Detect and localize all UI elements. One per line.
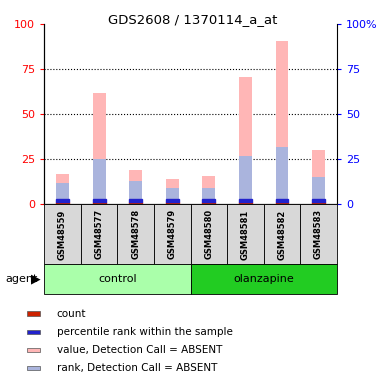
Bar (154, 204, 191, 264)
Bar (56, 183, 69, 204)
Bar (27, 311, 40, 316)
Bar (312, 202, 325, 204)
Bar (27, 330, 40, 334)
Bar (56, 174, 69, 204)
Text: GSM48582: GSM48582 (278, 209, 286, 260)
Bar (264, 204, 300, 264)
Bar (27, 366, 40, 370)
Bar (276, 202, 288, 204)
Bar (312, 199, 325, 202)
Bar (129, 181, 142, 204)
Text: GSM48583: GSM48583 (314, 209, 323, 260)
Text: control: control (98, 274, 137, 284)
Bar (44, 264, 191, 294)
Text: GSM48580: GSM48580 (204, 209, 213, 260)
Text: GSM48577: GSM48577 (95, 209, 104, 260)
Bar (239, 76, 252, 204)
Bar (129, 170, 142, 204)
Bar (129, 202, 142, 204)
Bar (276, 147, 288, 204)
Bar (203, 176, 215, 204)
Bar (166, 199, 179, 202)
Text: rank, Detection Call = ABSENT: rank, Detection Call = ABSENT (57, 363, 217, 373)
Text: ▶: ▶ (31, 273, 41, 286)
Bar (117, 204, 154, 264)
Bar (166, 202, 179, 204)
Text: agent: agent (6, 274, 38, 284)
Bar (276, 199, 288, 202)
Bar (239, 199, 252, 202)
Bar (227, 204, 264, 264)
Text: percentile rank within the sample: percentile rank within the sample (57, 327, 233, 337)
Bar (203, 188, 215, 204)
Bar (312, 177, 325, 204)
Bar (239, 202, 252, 204)
Text: count: count (57, 309, 86, 319)
Bar (81, 204, 117, 264)
Bar (300, 204, 337, 264)
Text: value, Detection Call = ABSENT: value, Detection Call = ABSENT (57, 345, 222, 355)
Bar (56, 202, 69, 204)
Bar (93, 199, 105, 202)
Bar (191, 264, 337, 294)
Bar (93, 159, 105, 204)
Text: GSM48579: GSM48579 (168, 209, 177, 260)
Text: GDS2608 / 1370114_a_at: GDS2608 / 1370114_a_at (108, 13, 277, 26)
Bar (276, 40, 288, 204)
Bar (166, 179, 179, 204)
Bar (56, 199, 69, 202)
Bar (27, 348, 40, 352)
Text: GSM48578: GSM48578 (131, 209, 140, 260)
Bar (203, 199, 215, 202)
Bar (44, 204, 81, 264)
Text: GSM48581: GSM48581 (241, 209, 250, 260)
Bar (166, 188, 179, 204)
Bar (93, 202, 105, 204)
Bar (239, 156, 252, 204)
Text: olanzapine: olanzapine (233, 274, 294, 284)
Bar (93, 93, 105, 204)
Bar (203, 202, 215, 204)
Text: GSM48559: GSM48559 (58, 209, 67, 260)
Bar (191, 204, 227, 264)
Bar (129, 199, 142, 202)
Bar (312, 150, 325, 204)
